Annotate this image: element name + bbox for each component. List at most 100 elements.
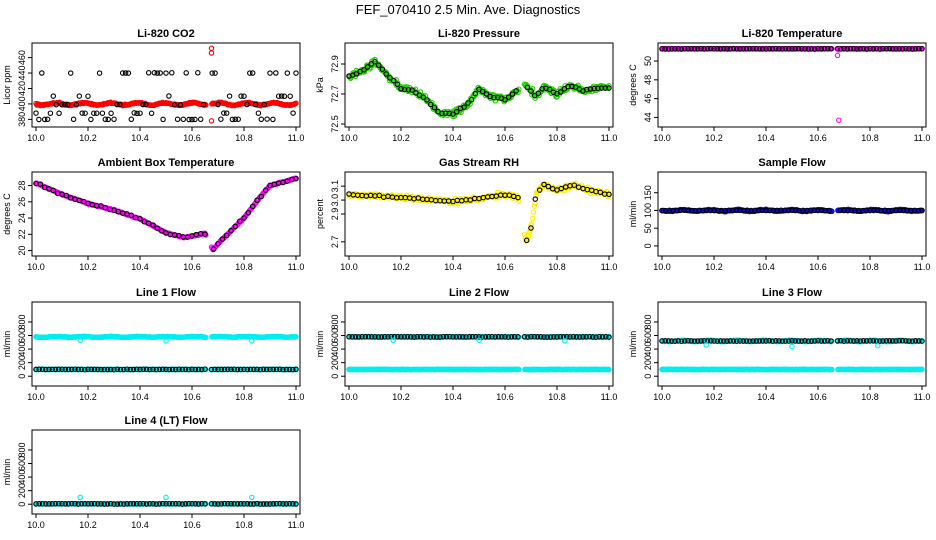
x-tick-label: 10.4 [444, 262, 462, 272]
data-point [228, 366, 234, 373]
data-point [127, 501, 134, 507]
data-point [557, 334, 564, 340]
data-point [602, 85, 609, 91]
data-point [247, 366, 254, 373]
data-point [166, 500, 172, 507]
y-axis-label: degrees C [2, 193, 12, 235]
data-point [867, 338, 873, 344]
data-point [150, 501, 156, 507]
x-tick-label: 10.6 [183, 520, 201, 530]
data-point [737, 207, 743, 214]
x-tick-label: 11.0 [914, 262, 931, 272]
data-point [124, 366, 130, 372]
data-point [805, 338, 812, 344]
data-point [815, 207, 821, 214]
data-point [277, 500, 283, 507]
data-point [821, 45, 828, 52]
data-point [163, 338, 169, 344]
data-point [244, 101, 250, 108]
data-point [822, 207, 829, 214]
data-point [773, 338, 779, 344]
data-point [696, 207, 702, 214]
x-tick-label: 11.0 [914, 133, 931, 143]
data-point [225, 501, 231, 507]
data-point [466, 334, 473, 340]
y-axis-label: ml/min [315, 331, 325, 358]
data-point [456, 334, 463, 340]
y-axis-label: ml/min [628, 201, 638, 228]
data-point [77, 494, 83, 501]
data-point [750, 45, 756, 52]
data-point [811, 207, 818, 214]
data-point [446, 110, 453, 117]
data-point [236, 218, 243, 225]
data-point [128, 212, 135, 219]
data-point [502, 97, 508, 103]
data-point [603, 334, 609, 340]
data-point [197, 116, 204, 123]
data-point [280, 501, 286, 507]
data-point [270, 366, 276, 373]
data-point [509, 91, 516, 97]
data-point [675, 46, 682, 52]
data-point [218, 366, 225, 373]
data-point [536, 187, 543, 193]
x-tick-label: 10.2 [79, 520, 97, 530]
data-point [583, 334, 589, 340]
data-point [195, 501, 202, 507]
data-point [573, 334, 580, 340]
data-point [219, 236, 226, 242]
data-point [257, 501, 264, 507]
data-point [163, 366, 169, 373]
x-tick-label: 10.6 [496, 262, 514, 272]
data-point [427, 334, 434, 340]
data-point [127, 366, 134, 373]
data-point [721, 338, 727, 344]
data-point [860, 338, 867, 344]
data-point [218, 501, 225, 507]
data-point [241, 93, 247, 99]
data-point [721, 46, 727, 52]
data-point [99, 110, 106, 116]
data-point [670, 207, 676, 214]
data-point [247, 70, 253, 76]
data-point [82, 501, 88, 507]
data-point [469, 334, 476, 340]
plot-frame [31, 42, 301, 128]
data-point [376, 192, 383, 199]
data-point [62, 101, 68, 108]
x-tick-label: 10.6 [809, 262, 827, 272]
data-point [675, 338, 682, 344]
data-point [215, 101, 221, 108]
points-temperature [659, 45, 925, 123]
data-point [863, 207, 870, 214]
data-point [756, 338, 763, 344]
data-point [75, 366, 81, 373]
data-point [223, 110, 230, 116]
data-point [198, 500, 205, 507]
page-title: FEF_070410 2.5 Min. Ave. Diagnostics [355, 2, 581, 17]
y-tick-label: 22 [17, 229, 27, 239]
data-point [130, 501, 137, 507]
data-point [375, 62, 382, 69]
data-point [685, 46, 691, 52]
data-point [273, 70, 279, 76]
x-tick-label: 11.0 [601, 392, 618, 402]
data-point [150, 366, 156, 373]
data-point [417, 334, 424, 340]
x-tick-label: 11.0 [914, 392, 931, 402]
data-point [785, 207, 792, 214]
data-point [508, 334, 515, 340]
y-tick-label: 0 [643, 243, 653, 248]
data-point [208, 366, 215, 373]
data-point [202, 366, 208, 372]
data-point [880, 338, 886, 344]
data-point [691, 46, 698, 52]
data-point [781, 207, 788, 214]
data-point [273, 500, 280, 507]
x-tick-label: 10.8 [235, 520, 253, 530]
data-point [494, 94, 501, 101]
data-point [593, 334, 599, 340]
y-tick-label: 380 [17, 112, 27, 127]
data-point [753, 338, 760, 344]
